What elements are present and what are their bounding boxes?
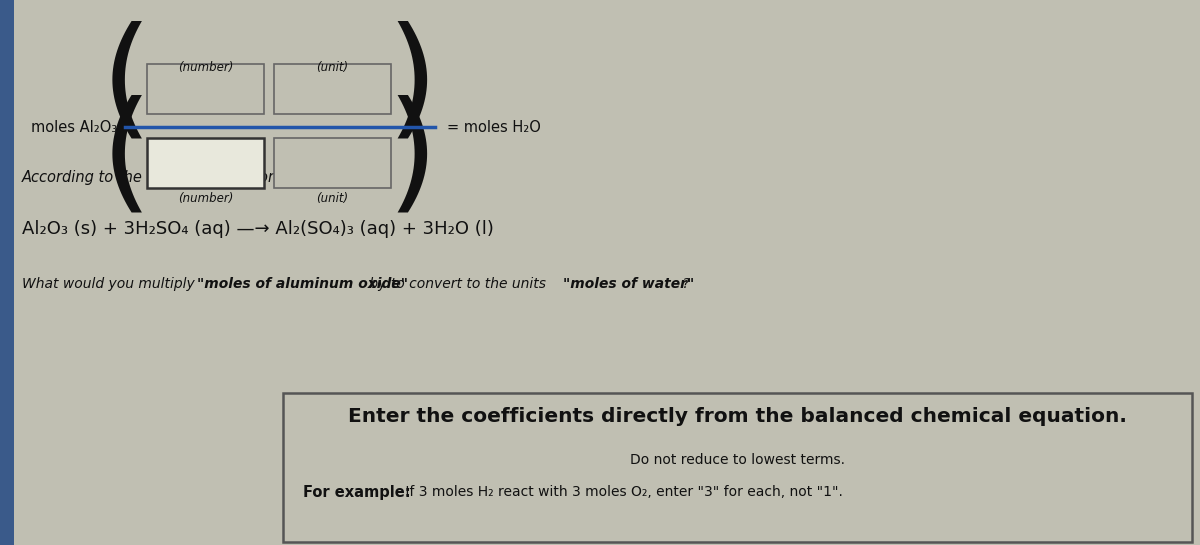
Text: (number): (number): [178, 192, 233, 205]
Text: "moles of water": "moles of water": [563, 277, 695, 291]
Text: ): ): [386, 21, 438, 148]
Text: by to convert to the units: by to convert to the units: [365, 277, 551, 291]
Text: ): ): [386, 94, 438, 221]
Text: What would you multiply: What would you multiply: [22, 277, 199, 291]
FancyBboxPatch shape: [0, 0, 14, 545]
Text: (: (: [101, 21, 151, 148]
Text: Enter the coefficients directly from the balanced chemical equation.: Enter the coefficients directly from the…: [348, 407, 1127, 426]
Text: (: (: [101, 94, 151, 221]
Text: "moles of aluminum oxide": "moles of aluminum oxide": [197, 277, 408, 291]
FancyBboxPatch shape: [148, 64, 264, 114]
FancyBboxPatch shape: [283, 393, 1192, 542]
Text: = moles H₂O: = moles H₂O: [446, 119, 541, 135]
FancyBboxPatch shape: [274, 64, 391, 114]
Text: (unit): (unit): [317, 192, 348, 205]
Text: (number): (number): [178, 61, 233, 74]
Text: (unit): (unit): [317, 61, 348, 74]
Text: moles Al₂O₃: moles Al₂O₃: [31, 119, 118, 135]
Text: Al₂O₃ (s) + 3H₂SO₄ (aq) —→ Al₂(SO₄)₃ (aq) + 3H₂O (l): Al₂O₃ (s) + 3H₂SO₄ (aq) —→ Al₂(SO₄)₃ (aq…: [22, 220, 494, 238]
FancyBboxPatch shape: [274, 138, 391, 188]
FancyBboxPatch shape: [148, 138, 264, 188]
Text: Do not reduce to lowest terms.: Do not reduce to lowest terms.: [630, 453, 845, 467]
Text: For example:: For example:: [302, 485, 410, 500]
Text: If 3 moles H₂ react with 3 moles O₂, enter "3" for each, not "1".: If 3 moles H₂ react with 3 moles O₂, ent…: [401, 485, 842, 499]
Text: According to the following reaction:: According to the following reaction:: [22, 170, 283, 185]
Text: ?: ?: [678, 277, 690, 291]
